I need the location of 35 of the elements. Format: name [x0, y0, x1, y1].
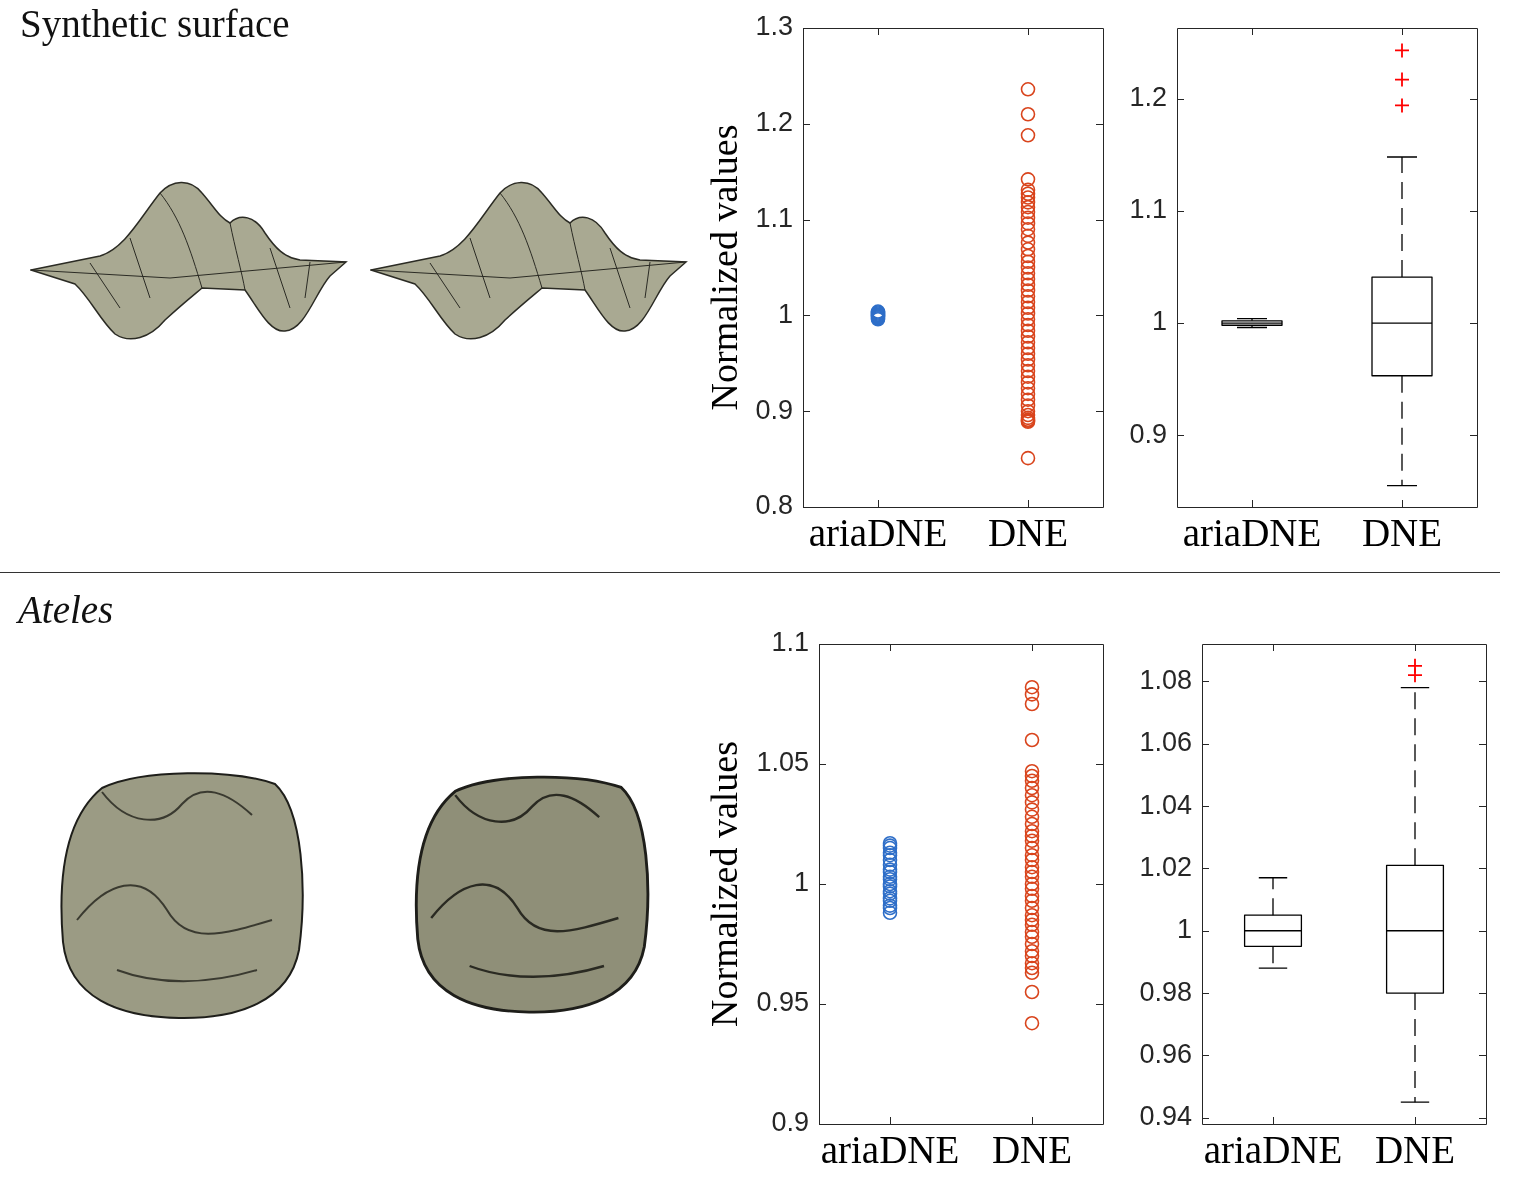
- y-tick-label: 0.9: [1129, 418, 1167, 449]
- y-axis-title: Normalized values: [702, 741, 745, 1027]
- y-tick-label: 1.2: [1129, 82, 1167, 113]
- y-tick-label: 1.05: [756, 747, 809, 778]
- y-tick-label: 0.9: [755, 394, 793, 425]
- x-tick-label: DNE: [1361, 510, 1443, 554]
- x-tick-label: ariaDNE: [1203, 1127, 1343, 1171]
- y-tick-label: 0.9: [771, 1107, 809, 1138]
- x-tick-label: ariaDNE: [808, 510, 948, 554]
- y-tick-label: 0.96: [1139, 1038, 1192, 1069]
- y-tick-label: 1: [777, 298, 793, 329]
- y-tick-label: 1.3: [755, 11, 793, 42]
- y-tick-label: 1.06: [1139, 727, 1192, 758]
- y-axis-title: Normalized values: [702, 124, 745, 411]
- x-tick-label: ariaDNE: [1182, 510, 1322, 554]
- y-tick-label: 1.1: [755, 203, 793, 234]
- y-tick-label: 1: [1151, 306, 1167, 337]
- text: Synthetic surface: [20, 2, 290, 45]
- x-tick-label: DNE: [1374, 1127, 1456, 1171]
- y-tick-label: 1.1: [771, 627, 809, 658]
- x-tick-label: DNE: [987, 510, 1069, 554]
- y-tick-label: 1: [1176, 914, 1192, 945]
- y-tick-label: 1.2: [755, 107, 793, 138]
- x-tick-label: ariaDNE: [820, 1127, 960, 1171]
- y-tick-label: 1.04: [1139, 789, 1192, 820]
- y-tick-label: 1.02: [1139, 851, 1192, 882]
- y-tick-label: 1.08: [1139, 664, 1192, 695]
- y-tick-label: 1.1: [1129, 194, 1167, 225]
- text: Ateles: [18, 588, 114, 631]
- y-tick-label: 0.98: [1139, 976, 1192, 1007]
- y-tick-label: 0.8: [755, 490, 793, 521]
- y-tick-label: 0.94: [1139, 1101, 1192, 1132]
- x-tick-label: DNE: [991, 1127, 1073, 1171]
- y-tick-label: 1: [793, 867, 809, 898]
- y-tick-label: 0.95: [756, 987, 809, 1018]
